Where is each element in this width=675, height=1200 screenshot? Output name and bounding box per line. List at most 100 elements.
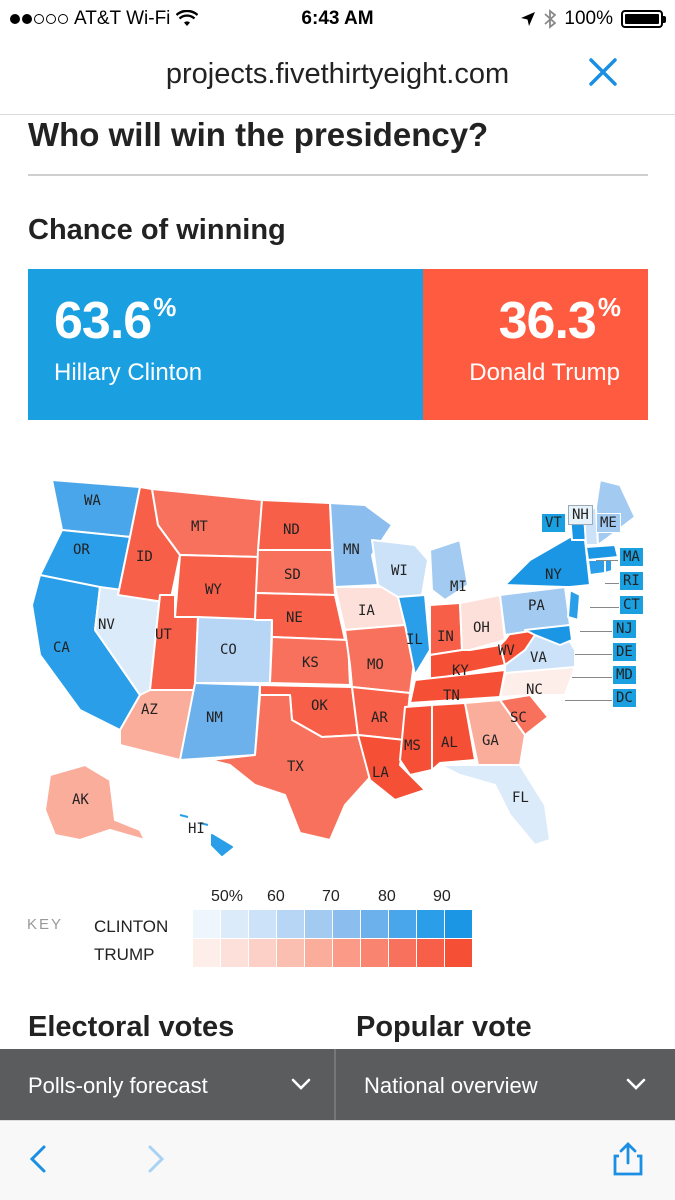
label-la: LA — [372, 765, 389, 781]
state-al[interactable] — [431, 702, 476, 771]
label-mt: MT — [191, 519, 208, 535]
label-ct: CT — [619, 595, 644, 615]
key-tick: 90 — [433, 888, 451, 905]
map-key: KEY CLINTON TRUMP 50% 60 70 80 90 — [0, 880, 675, 970]
key-clinton-swatch — [193, 910, 221, 938]
label-ut: UT — [155, 627, 172, 643]
state-tx[interactable] — [209, 694, 373, 841]
label-ok: OK — [311, 698, 328, 714]
leader-line — [605, 583, 619, 584]
label-vt: VT — [541, 513, 566, 533]
label-nm: NM — [206, 710, 223, 726]
key-clinton-swatch — [277, 910, 305, 938]
key-clinton-swatch — [389, 910, 417, 938]
label-ca: CA — [53, 640, 70, 656]
label-co: CO — [220, 642, 237, 658]
chevron-left-icon[interactable] — [20, 1141, 56, 1177]
key-trump-swatch — [333, 939, 361, 967]
label-in: IN — [437, 629, 454, 645]
key-clinton-swatch — [249, 910, 277, 938]
clinton-segment: 63.6% Hillary Clinton — [28, 269, 423, 420]
label-il: IL — [406, 632, 423, 648]
url-text[interactable]: projects.fivethirtyeight.com — [165, 58, 510, 90]
state-hi[interactable] — [179, 814, 233, 856]
label-nj: NJ — [612, 619, 637, 639]
key-trump-swatch — [445, 939, 473, 967]
key-clinton-label: CLINTON — [94, 917, 169, 936]
state-oh[interactable] — [459, 594, 506, 651]
state-ri[interactable] — [604, 559, 613, 574]
state-ct[interactable] — [587, 559, 606, 576]
overview-select[interactable]: National overview — [336, 1049, 675, 1120]
key-trump-swatch — [389, 939, 417, 967]
trump-segment: 36.3% Donald Trump — [422, 269, 648, 420]
trump-name: Donald Trump — [469, 359, 620, 386]
key-trump-swatch — [249, 939, 277, 967]
key-trump-swatch — [417, 939, 445, 967]
label-ne: NE — [286, 610, 303, 626]
key-clinton-swatch — [361, 910, 389, 938]
state-ma[interactable] — [585, 544, 619, 561]
label-md: MD — [612, 665, 637, 685]
key-clinton-swatch — [221, 910, 249, 938]
key-clinton-swatch — [445, 910, 473, 938]
label-ar: AR — [371, 710, 388, 726]
key-trump-swatch — [277, 939, 305, 967]
key-clinton-swatch — [333, 910, 361, 938]
dropdown-bar: Polls-only forecast National overview — [0, 1049, 675, 1120]
state-ks[interactable] — [269, 636, 351, 686]
label-sd: SD — [284, 567, 301, 583]
label-fl: FL — [512, 790, 529, 806]
label-ma: MA — [619, 547, 644, 567]
label-al: AL — [441, 735, 458, 751]
state-md[interactable] — [524, 624, 573, 646]
label-wv: WV — [498, 643, 515, 659]
state-nj[interactable] — [567, 589, 581, 621]
label-mn: MN — [343, 542, 360, 558]
state-il[interactable] — [397, 594, 431, 676]
state-fl[interactable] — [439, 764, 551, 846]
leader-line — [596, 560, 618, 561]
popular-heading: Popular vote — [356, 1011, 532, 1043]
key-tick: 60 — [267, 888, 285, 905]
label-mi: MI — [450, 579, 467, 595]
clinton-name: Hillary Clinton — [54, 359, 203, 386]
label-wa: WA — [84, 493, 101, 509]
key-label: KEY — [27, 916, 64, 933]
trump-percent: 36.3% — [498, 292, 621, 350]
signal-strength-icon — [10, 14, 68, 24]
location-arrow-icon — [521, 12, 536, 26]
address-bar: projects.fivethirtyeight.com — [0, 40, 675, 115]
leader-line — [590, 607, 619, 608]
wifi-icon — [176, 10, 199, 26]
label-id: ID — [136, 549, 153, 565]
label-ga: GA — [482, 733, 499, 749]
label-oh: OH — [473, 620, 490, 636]
key-trump-swatch — [221, 939, 249, 967]
us-map[interactable] — [0, 445, 675, 865]
state-ga[interactable] — [464, 699, 526, 766]
label-az: AZ — [141, 702, 158, 718]
close-icon[interactable] — [583, 52, 623, 92]
key-tick: 80 — [378, 888, 396, 905]
label-ri: RI — [619, 571, 644, 591]
state-nc[interactable] — [499, 666, 576, 698]
state-mi[interactable] — [429, 539, 469, 601]
forecast-select[interactable]: Polls-only forecast — [0, 1049, 336, 1120]
label-nv: NV — [98, 617, 115, 633]
chevron-down-icon — [626, 1078, 646, 1090]
electoral-map[interactable]: WA OR CA NV ID MT WY UT CO AZ NM ND SD N… — [0, 445, 675, 865]
state-ms[interactable] — [399, 704, 433, 776]
overview-select-value: National overview — [364, 1073, 538, 1098]
label-ny: NY — [545, 567, 562, 583]
state-ak[interactable] — [44, 764, 146, 841]
share-icon[interactable] — [610, 1141, 646, 1177]
label-hi: HI — [188, 821, 205, 837]
clinton-percent: 63.6% — [54, 292, 176, 350]
forecast-select-value: Polls-only forecast — [28, 1073, 208, 1098]
chevron-right-icon[interactable] — [138, 1141, 174, 1177]
chevron-down-icon — [291, 1078, 311, 1090]
key-trump-scale — [193, 939, 473, 967]
bluetooth-icon — [544, 9, 557, 29]
label-ks: KS — [302, 655, 319, 671]
